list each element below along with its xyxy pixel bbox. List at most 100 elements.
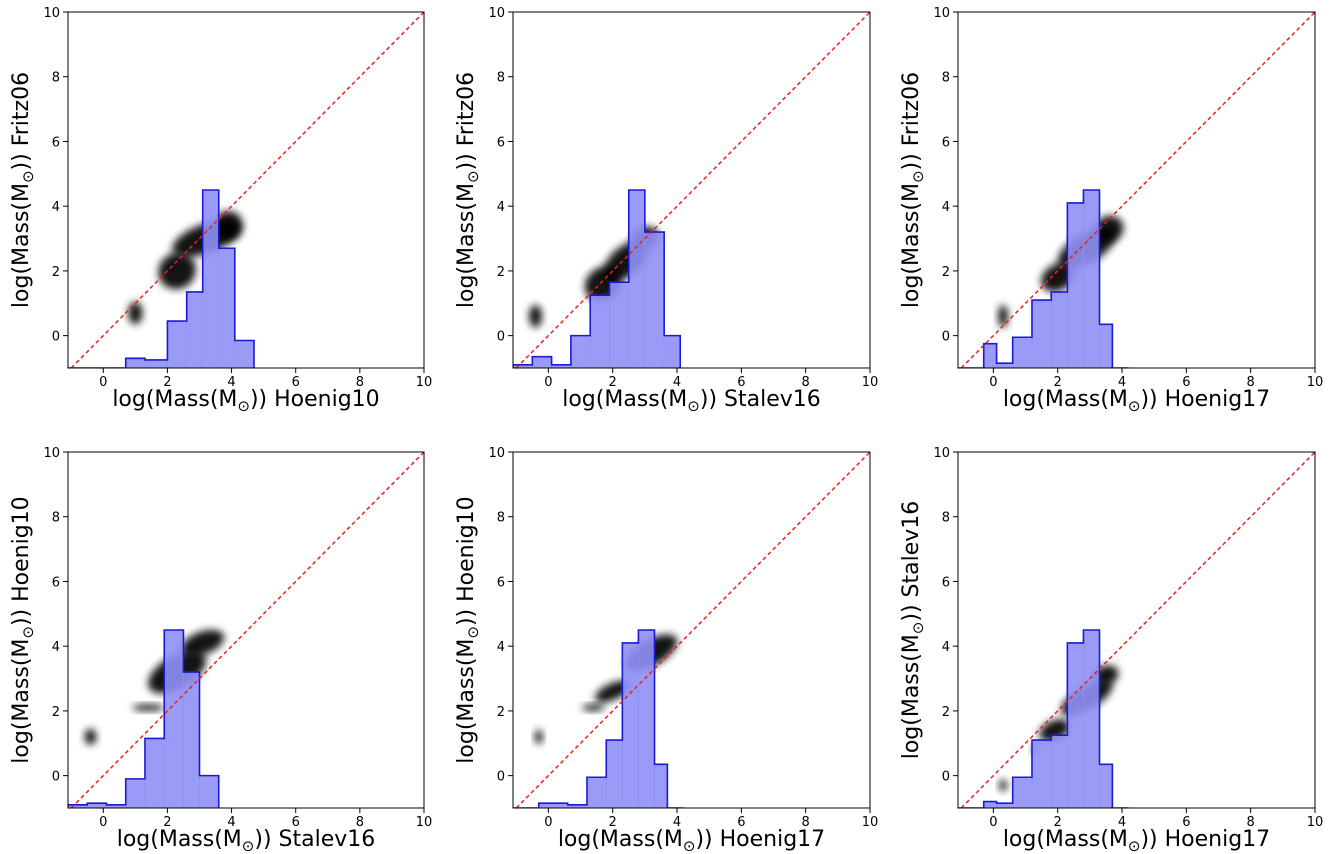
y-tick-label: 8 (497, 71, 505, 86)
axes-frame (67, 451, 425, 809)
x-tick-label: 10 (416, 815, 433, 830)
y-tick-label: 6 (52, 135, 60, 150)
density-blob (1041, 263, 1075, 292)
density-blob (128, 301, 143, 325)
histogram-bar (605, 739, 623, 808)
density-blob (582, 704, 605, 711)
x-tick-label: 0 (544, 815, 552, 830)
y-tick-label: 2 (52, 705, 60, 720)
x-tick-label: 10 (1307, 375, 1324, 390)
density-blob (1094, 215, 1124, 242)
x-axis-label: log(Mass(M⊙)) Stalev16 (562, 387, 821, 415)
histogram-bar (1050, 734, 1068, 808)
histogram-bar (638, 629, 655, 808)
y-tick-label: 4 (497, 200, 505, 215)
density-blob (999, 779, 1007, 792)
y-tick-label: 6 (497, 575, 505, 590)
x-axis-label: log(Mass(M⊙)) Hoenig17 (558, 827, 825, 854)
histogram-bar (1083, 629, 1100, 808)
plot-area (958, 452, 1315, 808)
panel-4: 0 2 4 6 8 10 0 2 4 6 8 10 log(Mass(M⊙)) Stalev16 log(… (9, 446, 432, 854)
axes-frame (512, 11, 871, 369)
density-blob (529, 304, 542, 328)
density-blob (158, 252, 196, 290)
y-axis-label: log(Mass(M⊙)) Fritz06 (899, 72, 927, 308)
histogram-bar (654, 764, 668, 808)
y-tick-label: 2 (942, 265, 950, 280)
x-tick-label: 4 (227, 375, 235, 390)
x-tick-label: 10 (416, 375, 433, 390)
y-tick-label: 8 (497, 511, 505, 526)
y-tick-label: 4 (942, 640, 950, 655)
y-tick-label: 10 (933, 446, 950, 461)
histogram-bar (1067, 642, 1084, 808)
identity-line (515, 12, 870, 368)
plot-area (513, 12, 870, 368)
x-tick-label: 2 (609, 815, 617, 830)
panel-6: 0 2 4 6 8 10 0 2 4 6 8 10 log(Mass(M⊙)) Hoenig17 log(… (899, 446, 1323, 854)
y-tick-label: 4 (497, 640, 505, 655)
x-tick-label: 2 (1054, 375, 1062, 390)
plot-area (68, 12, 424, 368)
density-blob (534, 729, 543, 744)
y-tick-label: 0 (52, 770, 60, 785)
x-tick-label: 0 (989, 815, 997, 830)
y-tick-label: 0 (942, 330, 950, 345)
histogram-bar (609, 281, 630, 368)
density-blob (84, 728, 97, 745)
histogram-bar (1067, 202, 1084, 368)
histogram-bar (234, 340, 255, 368)
y-tick-label: 8 (942, 511, 950, 526)
density-blob (181, 629, 225, 657)
histogram-bar (125, 357, 146, 368)
histogram-bar (586, 776, 607, 808)
x-tick-label: 6 (737, 375, 745, 390)
x-axis-label: log(Mass(M⊙)) Hoenig17 (1003, 827, 1270, 854)
plot-area (68, 452, 424, 808)
x-tick-label: 4 (227, 815, 235, 830)
x-tick-label: 6 (1182, 815, 1190, 830)
y-tick-label: 4 (52, 200, 60, 215)
x-tick-label: 4 (1118, 375, 1126, 390)
histogram-bar (1050, 291, 1068, 368)
histogram-outline (958, 189, 1129, 368)
y-tick-label: 2 (497, 705, 505, 720)
histogram-bar (589, 294, 610, 368)
histogram-bar (1099, 324, 1113, 368)
axes-frame (67, 11, 425, 369)
x-tick-label: 4 (673, 375, 681, 390)
histogram-bar (1012, 776, 1033, 808)
histogram-bar (983, 343, 997, 368)
y-tick-label: 2 (497, 265, 505, 280)
histogram-bar (644, 231, 665, 368)
panel-5: 0 2 4 6 8 10 0 2 4 6 8 10 log(Mass(M⊙)) Hoenig17 log(… (454, 446, 878, 854)
x-tick-label: 8 (356, 375, 364, 390)
y-tick-label: 10 (43, 446, 60, 461)
y-tick-label: 10 (488, 446, 505, 461)
histogram-bar (1012, 336, 1033, 368)
density-blob (213, 211, 243, 241)
x-tick-label: 0 (544, 375, 552, 390)
x-axis-label: log(Mass(M⊙)) Hoenig17 (1003, 387, 1270, 415)
x-tick-label: 6 (292, 375, 300, 390)
y-axis-label: log(Mass(M⊙)) Hoenig10 (454, 496, 482, 763)
histogram-bar (144, 359, 168, 368)
histogram-bar (199, 775, 220, 808)
histogram-bar (1031, 739, 1052, 808)
histogram-bar (125, 778, 146, 808)
y-tick-label: 8 (52, 71, 60, 86)
x-tick-label: 8 (802, 815, 810, 830)
y-axis-label: log(Mass(M⊙)) Fritz06 (9, 72, 37, 308)
y-tick-label: 8 (52, 511, 60, 526)
y-tick-label: 2 (52, 265, 60, 280)
x-tick-label: 8 (802, 375, 810, 390)
histogram-outline (68, 629, 220, 808)
density-blob (998, 304, 1008, 328)
x-tick-label: 6 (292, 815, 300, 830)
y-tick-label: 4 (52, 640, 60, 655)
x-tick-label: 10 (862, 375, 879, 390)
plot-area (513, 452, 870, 808)
axes-frame (957, 11, 1316, 369)
identity-line (515, 452, 870, 808)
